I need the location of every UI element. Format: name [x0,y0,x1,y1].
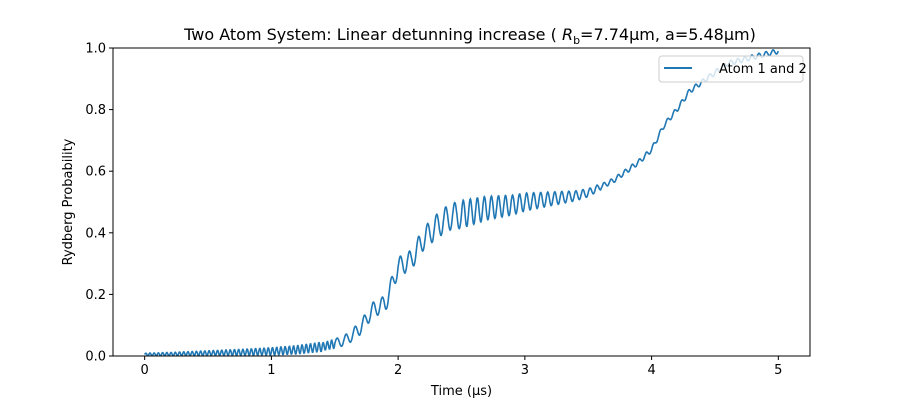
chart-title: Two Atom System: Linear detunning increa… [183,25,756,47]
y-tick-label: 0.6 [85,165,106,180]
x-axis-label: Time (μs) [430,384,492,399]
x-tick-label: 4 [647,363,655,378]
legend: Atom 1 and 2 [658,55,807,83]
x-tick-label: 3 [521,363,529,378]
x-tick-label: 0 [141,363,149,378]
x-tick-label: 2 [394,363,402,378]
x-tick-label: 5 [774,363,782,378]
y-tick-label: 0.2 [85,288,106,303]
series-line-0 [143,49,780,356]
plot-frame [112,47,811,357]
y-axis-ticks: 0.0 0.2 0.4 0.6 0.8 1.0 [85,42,113,365]
y-tick-label: 0.0 [85,350,106,365]
y-axis-label: Rydberg Probability [61,138,76,265]
y-tick-label: 1.0 [85,42,106,57]
x-tick-label: 1 [267,363,275,378]
legend-box [658,55,804,83]
plot-area [112,47,811,357]
legend-series-label: Atom 1 and 2 [719,62,807,77]
x-axis-ticks: 0 1 2 3 4 5 [141,356,782,378]
y-tick-label: 0.8 [85,103,106,118]
y-tick-label: 0.4 [85,226,106,241]
